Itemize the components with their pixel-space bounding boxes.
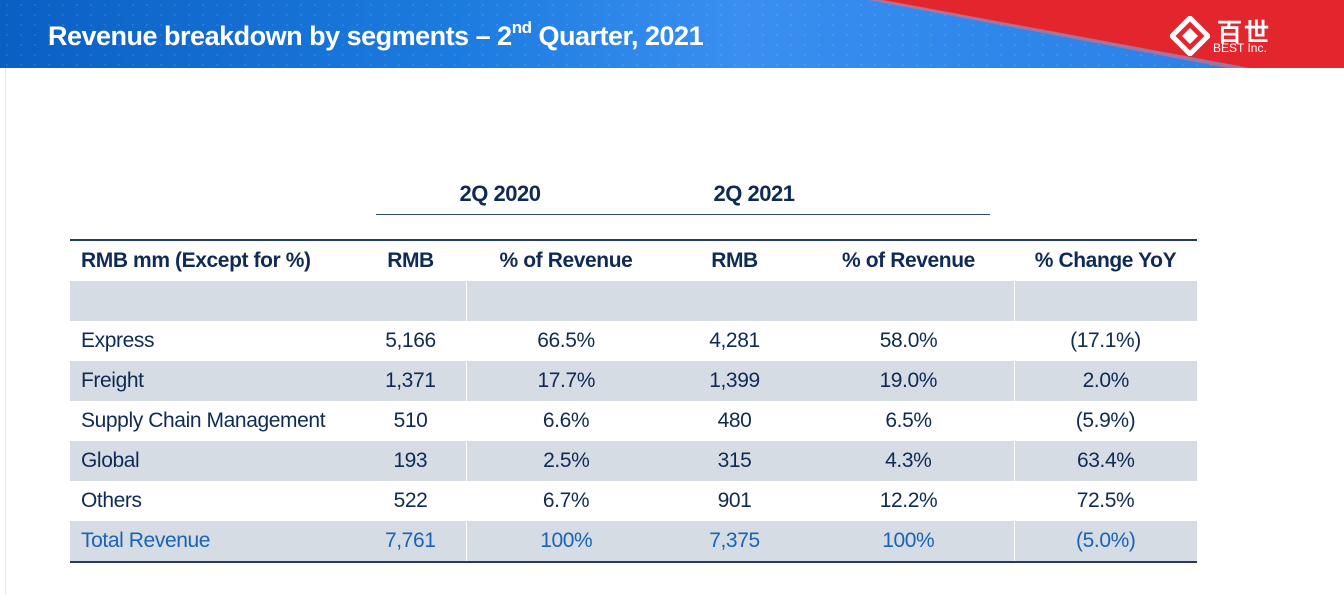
- total-value: 100%: [466, 521, 666, 563]
- value-cell: 315: [666, 441, 803, 481]
- header-cell: % of Revenue: [466, 239, 666, 281]
- table-row: Express 5,166 66.5% 4,281 58.0% (17.1%): [70, 321, 1197, 361]
- value-cell: 5,166: [385, 329, 436, 352]
- spacer-row: [70, 281, 1197, 321]
- value-cell: 12.2%: [879, 489, 938, 512]
- header-cell: RMB: [666, 239, 803, 281]
- segment-name: Global: [70, 441, 355, 481]
- table-row: Supply Chain Management 510 6.6% 480 6.5…: [70, 401, 1197, 441]
- table-row: Others 522 6.7% 901 12.2% 72.5%: [70, 481, 1197, 521]
- header-cell: RMB: [355, 239, 466, 281]
- value-cell: 901: [717, 489, 752, 512]
- value-cell: (17.1%): [1070, 329, 1141, 352]
- period-label-2q2020: 2Q 2020: [459, 181, 541, 206]
- value-cell: 63.4%: [1014, 441, 1197, 481]
- page-title: Revenue breakdown by segments – 2nd Quar…: [48, 18, 704, 51]
- value-cell: 4,281: [709, 329, 760, 352]
- value-cell: 6.6%: [542, 409, 590, 432]
- best-logo: 百世 BEST Inc.: [1170, 13, 1300, 57]
- value-cell: 66.5%: [537, 329, 595, 352]
- logo-chinese-text: 百世: [1217, 18, 1272, 47]
- total-value: 100%: [803, 521, 1015, 563]
- value-cell: 6.5%: [885, 409, 932, 432]
- header-cell: % of Revenue: [803, 239, 1014, 281]
- value-cell: 2.0%: [1014, 361, 1197, 401]
- segment-name: Freight: [70, 361, 355, 401]
- table-header-row: RMB mm (Except for %) RMB % of Revenue R…: [70, 239, 1197, 281]
- table-row: Global 193 2.5% 315 4.3% 63.4%: [70, 441, 1197, 481]
- segment-name: Express: [81, 329, 155, 352]
- segment-name: Others: [81, 489, 142, 512]
- value-cell: (5.9%): [1075, 409, 1136, 432]
- total-label: Total Revenue: [70, 521, 355, 563]
- header-red-accent: [868, 0, 1344, 68]
- value-cell: 1,371: [355, 361, 467, 401]
- total-row: Total Revenue 7,761 100% 7,375 100% (5.0…: [70, 521, 1197, 563]
- period-label-2q2021: 2Q 2021: [713, 181, 795, 206]
- left-divider: [5, 68, 6, 595]
- value-cell: 4.3%: [803, 441, 1015, 481]
- value-cell: 6.7%: [542, 489, 590, 512]
- header-banner: Revenue breakdown by segments – 2nd Quar…: [0, 0, 1344, 68]
- value-cell: 480: [717, 409, 752, 432]
- value-cell: 19.0%: [803, 361, 1015, 401]
- value-cell: 522: [393, 489, 428, 512]
- revenue-table: RMB mm (Except for %) RMB % of Revenue R…: [70, 239, 1197, 563]
- header-cell: % Change YoY: [1014, 239, 1197, 281]
- value-cell: 17.7%: [466, 361, 666, 401]
- total-value: 7,761: [355, 521, 467, 563]
- logo-english-text: BEST Inc.: [1213, 41, 1267, 55]
- total-value: (5.0%): [1014, 521, 1197, 563]
- best-logo-icon: [1170, 16, 1210, 56]
- value-cell: 1,399: [666, 361, 803, 401]
- value-cell: 58.0%: [879, 329, 938, 352]
- header-cell: RMB mm (Except for %): [70, 239, 355, 281]
- value-cell: 2.5%: [466, 441, 666, 481]
- value-cell: 72.5%: [1076, 489, 1135, 512]
- table-row: Freight 1,371 17.7% 1,399 19.0% 2.0%: [70, 361, 1197, 401]
- value-cell: 193: [355, 441, 467, 481]
- value-cell: 510: [393, 409, 428, 432]
- period-rule: [376, 214, 990, 215]
- segment-name: Supply Chain Management: [81, 409, 326, 432]
- total-value: 7,375: [666, 521, 803, 563]
